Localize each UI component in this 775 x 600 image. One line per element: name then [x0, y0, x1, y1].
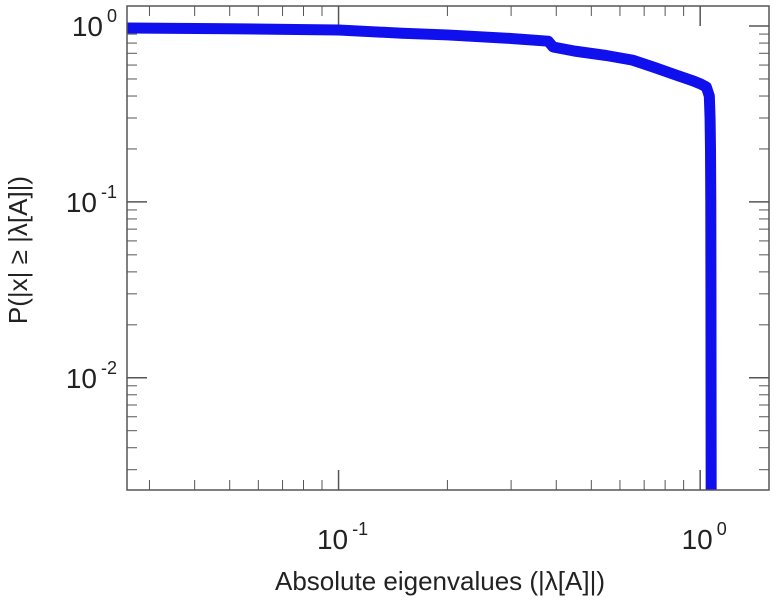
major-ticks [127, 6, 769, 490]
series-layer [126, 22, 717, 491]
y-tick-label: 10 -1 [66, 182, 117, 218]
y-tick-label: 10 0 [72, 6, 117, 42]
x-tick-labels: 10 -1 10 0 [317, 519, 727, 555]
y-axis-label: P(|x| ≥ |λ[A]|) [3, 176, 33, 324]
y-tick-label: 10 -2 [66, 358, 117, 394]
minor-ticks [127, 6, 769, 490]
x-tick-label: 10 -1 [317, 519, 368, 555]
x-axis-label: Absolute eigenvalues (|λ[A]|) [275, 566, 605, 596]
x-tick-label: 10 0 [682, 519, 727, 555]
series-line [126, 22, 717, 491]
plot-area-frame [126, 5, 770, 491]
